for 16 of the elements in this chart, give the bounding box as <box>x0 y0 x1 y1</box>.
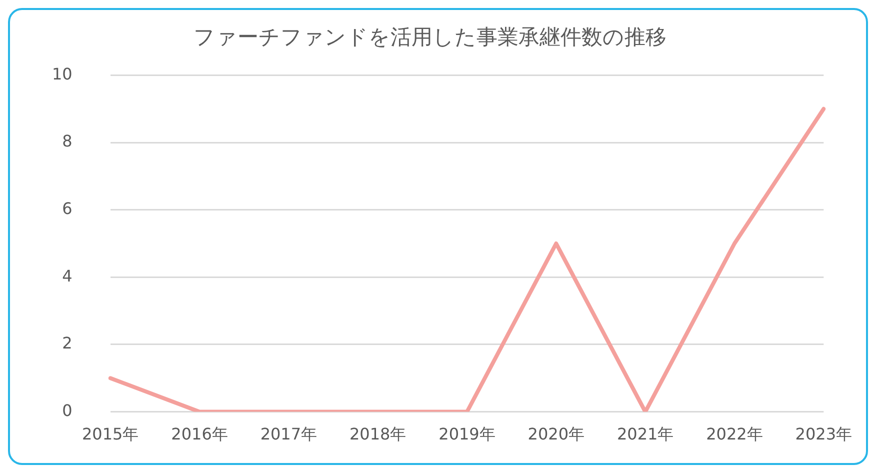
y-tick-label: 2 <box>62 334 72 353</box>
x-tick-label: 2023年 <box>795 424 852 444</box>
x-tick-label: 2016年 <box>171 424 228 444</box>
y-tick-label: 0 <box>62 400 72 420</box>
x-tick-label: 2022年 <box>706 424 763 444</box>
x-tick-label: 2018年 <box>349 424 406 444</box>
chart-title: ファーチファンドを活用した事業承継件数の推移 <box>194 25 666 50</box>
x-tick-label: 2015年 <box>82 424 139 444</box>
x-tick-label: 2019年 <box>438 424 496 444</box>
x-tick-label: 2020年 <box>528 424 585 444</box>
x-tick-label: 2017年 <box>260 424 318 444</box>
y-tick-label: 8 <box>62 132 72 151</box>
y-tick-label: 10 <box>52 64 72 84</box>
y-tick-label: 4 <box>62 266 72 286</box>
y-tick-label: 6 <box>62 198 72 218</box>
x-tick-label: 2021年 <box>616 424 674 444</box>
